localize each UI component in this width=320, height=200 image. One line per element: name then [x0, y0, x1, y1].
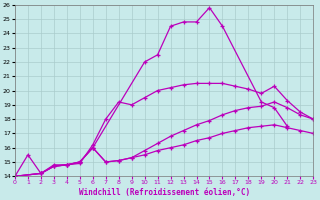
X-axis label: Windchill (Refroidissement éolien,°C): Windchill (Refroidissement éolien,°C): [78, 188, 250, 197]
